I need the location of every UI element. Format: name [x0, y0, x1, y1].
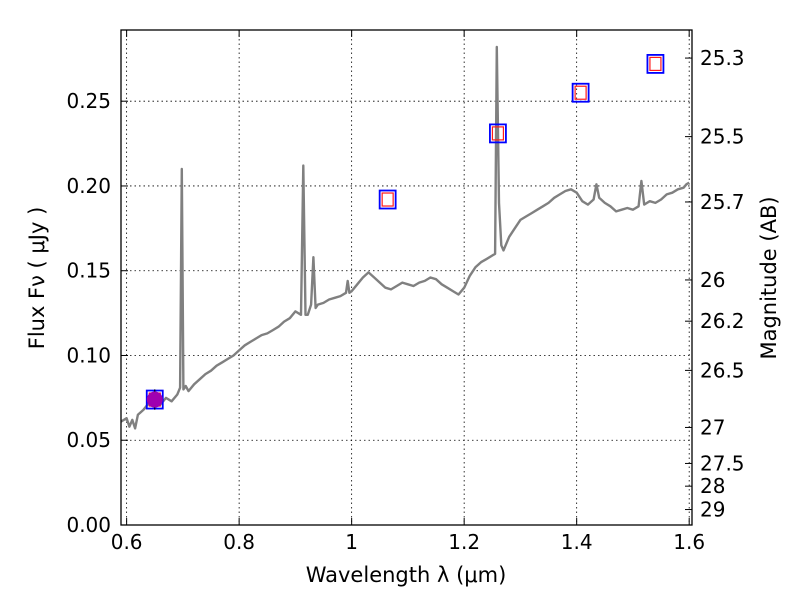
x-tick-label: 1.6	[673, 530, 705, 554]
photometry-inner-square	[650, 57, 661, 70]
y-tick-label: 0.10	[66, 343, 111, 367]
y-axis-label-right: Magnitude (AB)	[757, 196, 781, 359]
data-layer	[121, 47, 689, 428]
photometry-inner-square	[382, 193, 393, 206]
grid	[121, 30, 692, 525]
right-tick-label: 28	[700, 474, 725, 498]
right-tick-label: 25.5	[700, 125, 745, 149]
x-axis-label: Wavelength λ (μm)	[306, 563, 507, 587]
right-tick-label: 27.5	[700, 451, 745, 475]
right-tick-label: 26.5	[700, 358, 745, 382]
spectrum-line	[121, 47, 689, 428]
right-tick-label: 29	[700, 498, 725, 522]
right-tick-label: 26	[700, 268, 725, 292]
y-axis-label-left: Flux Fν ( μJy )	[25, 207, 49, 350]
photometry-inner-square	[575, 86, 586, 99]
plot-frame	[121, 30, 692, 525]
y-tick-label: 0.05	[66, 428, 111, 452]
right-tick-label: 27	[700, 415, 725, 439]
y-tick-label: 0.20	[66, 174, 111, 198]
observed-point	[147, 392, 162, 407]
right-tick-label: 25.7	[700, 190, 745, 214]
x-tick-label: 1.4	[561, 530, 593, 554]
photometry-point	[380, 191, 396, 209]
photometry-point	[573, 84, 589, 102]
x-tick-label: 0.8	[223, 530, 255, 554]
right-tick-label: 25.3	[700, 46, 745, 70]
right-tick-label: 26.2	[700, 309, 745, 333]
photometry-point	[647, 55, 663, 73]
x-tick-label: 1.2	[448, 530, 480, 554]
y-tick-label: 0.15	[66, 259, 111, 283]
x-tick-label: 1	[345, 530, 358, 554]
y-tick-label: 0.00	[66, 513, 111, 537]
y-tick-label: 0.25	[66, 89, 111, 113]
flux-spectrum-chart: 0.6 0.8 1 1.2 1.4 1.6 0.00 0.05 0.10 0.15 0.20 0.25…	[0, 0, 800, 600]
x-tick-label: 0.6	[111, 530, 143, 554]
ticks: 0.6 0.8 1 1.2 1.4 1.6 0.00 0.05 0.10 0.15 0.20 0.25…	[66, 30, 744, 554]
